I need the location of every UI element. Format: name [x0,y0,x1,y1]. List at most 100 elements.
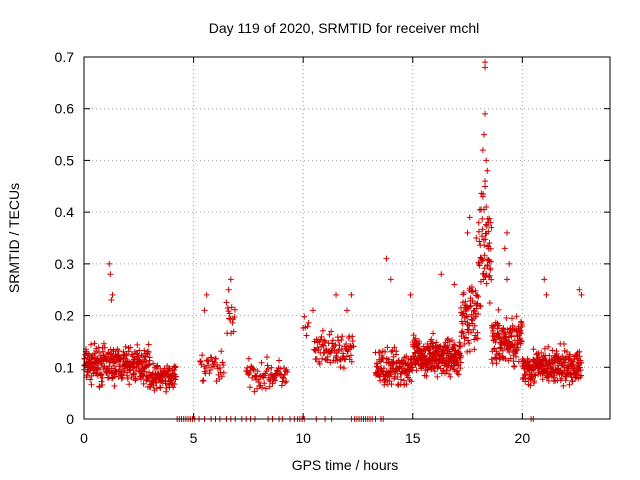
data-point [551,374,558,381]
data-point [232,306,239,313]
data-point [522,378,529,385]
data-point [155,370,162,377]
data-point [517,337,524,344]
data-point [538,349,545,356]
data-point [576,364,583,371]
data-point [478,256,485,263]
data-point [224,305,231,312]
data-point [412,361,419,368]
data-point [495,331,502,338]
data-point [219,359,226,366]
data-point [479,226,486,233]
data-point [145,341,152,348]
data-point [545,377,552,384]
data-point [408,378,415,385]
data-point [486,272,493,279]
y-tick-label: 0.4 [55,204,75,220]
data-point [374,364,381,371]
data-point [569,377,576,384]
data-point [545,343,552,350]
data-point [350,343,357,350]
data-point [319,355,326,362]
data-point [485,219,492,226]
data-point [284,369,291,376]
x-tick-label: 20 [515,430,531,446]
data-point [208,354,215,361]
data-point [488,224,495,231]
data-point [329,337,336,344]
data-point [127,366,134,373]
data-point [481,242,488,249]
data-point [476,262,483,269]
data-point [387,276,394,283]
data-point [474,329,481,336]
data-point [108,365,115,372]
data-point [129,353,136,360]
data-point [515,358,522,365]
y-axis-label: SRMTID / TECUs [6,183,22,293]
data-point [484,215,491,222]
data-point [499,347,506,354]
data-point [449,337,456,344]
data-point [333,291,340,298]
data-point [482,236,489,243]
data-point [141,347,148,354]
data-point [120,348,127,355]
data-point [88,341,95,348]
data-point [147,384,154,391]
data-point [403,381,410,388]
data-point [120,367,127,374]
data-point [347,352,354,359]
data-point [511,362,518,369]
data-point [452,342,459,349]
data-point [578,359,585,366]
data-point [379,368,386,375]
data-point [348,358,355,365]
data-point [475,259,482,266]
data-point [380,365,387,372]
data-point [476,238,483,245]
data-point [246,370,253,377]
data-point [424,340,431,347]
data-point [493,360,500,367]
data-point [153,385,160,392]
data-point [466,340,473,347]
data-point [303,332,310,339]
y-tick-label: 0 [66,411,74,427]
data-point [509,315,516,322]
data-point [245,355,252,362]
data-point [576,286,583,293]
data-point [578,372,585,379]
data-point [226,315,233,322]
data-point [451,281,458,288]
data-point [407,291,414,298]
data-point [206,370,213,377]
chart-title: Day 119 of 2020, SRMTID for receiver mch… [209,20,480,36]
data-point [229,319,236,326]
data-point [457,359,464,366]
data-point [218,348,225,355]
y-tick-label: 0.6 [55,101,75,117]
data-point [483,222,490,229]
data-point [152,379,159,386]
data-point [468,311,475,318]
data-point [482,178,489,185]
x-tick-label: 15 [405,430,421,446]
data-point [512,353,519,360]
data-point [549,347,556,354]
data-point [338,336,345,343]
data-point [321,337,328,344]
data-point [473,235,480,241]
data-point [281,371,288,378]
data-point [467,302,474,309]
data-point [153,379,160,386]
x-tick-label: 10 [295,430,311,446]
data-point [450,363,457,370]
data-point [386,377,393,384]
data-point [475,228,482,235]
data-point [541,345,548,352]
data-point [119,374,126,381]
data-point [479,147,486,154]
data-point [211,359,218,366]
data-point [434,364,441,371]
